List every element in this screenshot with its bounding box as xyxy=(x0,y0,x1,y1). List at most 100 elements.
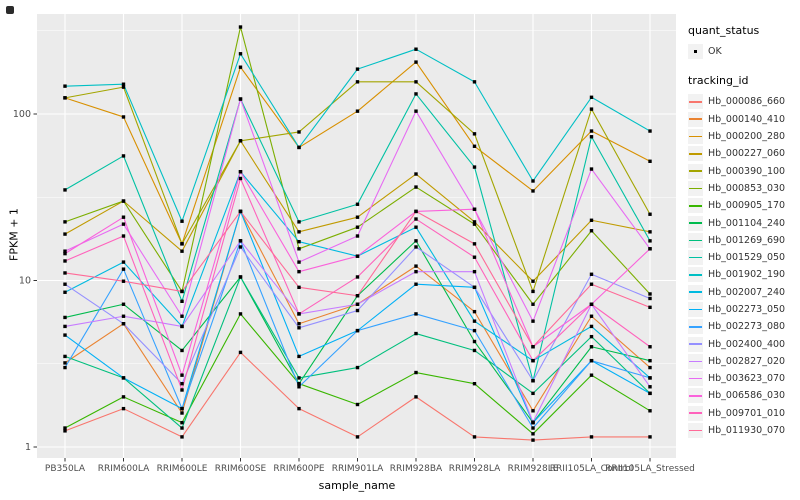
legend-entry-label: Hb_002400_400 xyxy=(708,338,786,350)
data-point xyxy=(180,289,184,294)
data-point xyxy=(589,435,594,439)
data-point xyxy=(180,299,184,304)
data-point xyxy=(297,381,301,386)
data-point xyxy=(238,97,243,101)
data-point xyxy=(297,354,301,359)
series-color-key-icon xyxy=(688,423,703,439)
legend-entry-Hb_001902_190: Hb_001902_190 xyxy=(688,266,798,283)
data-point xyxy=(180,242,184,246)
data-point xyxy=(297,385,301,389)
x-tick-label: RRIM928LA xyxy=(449,464,501,474)
data-point xyxy=(414,80,418,84)
data-point xyxy=(355,254,360,258)
data-point xyxy=(180,219,184,223)
legend-entry-Hb_000140_410: Hb_000140_410 xyxy=(688,111,798,128)
data-point xyxy=(472,165,477,169)
data-point xyxy=(414,370,418,375)
data-point xyxy=(414,245,418,249)
data-point xyxy=(648,305,652,310)
legend-entry-label: Hb_000227_060 xyxy=(708,148,786,160)
data-point xyxy=(297,376,301,380)
data-point xyxy=(589,107,594,111)
data-point xyxy=(472,328,477,333)
series-color-key-icon xyxy=(688,180,703,196)
data-point xyxy=(121,322,126,326)
data-point xyxy=(472,285,477,290)
data-point xyxy=(414,225,418,229)
legend-entry-Hb_002400_400: Hb_002400_400 xyxy=(688,335,798,352)
series-color-key-icon xyxy=(688,405,703,421)
data-point xyxy=(121,279,126,283)
data-point xyxy=(121,260,126,264)
series-color-key-icon xyxy=(688,215,703,231)
data-point xyxy=(648,159,652,163)
legend-entry-label: Hb_000200_280 xyxy=(708,131,786,143)
legend-entry-Hb_006586_030: Hb_006586_030 xyxy=(688,387,798,404)
data-point xyxy=(531,358,535,363)
data-point xyxy=(472,348,477,353)
legend-entry-label: Hb_001269_690 xyxy=(708,234,786,246)
x-tick-label: RRIM600LE xyxy=(157,464,208,474)
data-point xyxy=(648,212,652,216)
data-point xyxy=(648,129,652,133)
legend-entry-Hb_000086_660: Hb_000086_660 xyxy=(688,93,798,110)
legend-entry-label: Hb_003623_070 xyxy=(708,373,786,385)
data-point xyxy=(472,220,477,224)
legend-entry-Hb_002827_020: Hb_002827_020 xyxy=(688,353,798,370)
data-point xyxy=(121,115,126,119)
data-point xyxy=(180,381,184,386)
data-point xyxy=(238,245,243,249)
data-point xyxy=(414,172,418,176)
data-point xyxy=(531,432,535,436)
data-point xyxy=(355,109,360,113)
data-point xyxy=(63,429,67,433)
data-point xyxy=(63,249,67,253)
x-tick-label: RRII105LA_Control xyxy=(550,464,633,474)
series-color-key-icon xyxy=(688,232,703,248)
series-color-key-icon xyxy=(688,388,703,404)
data-point xyxy=(531,189,535,193)
data-point xyxy=(297,326,301,330)
data-point xyxy=(180,324,184,329)
series-color-key-icon xyxy=(688,163,703,179)
legend-entry-label: Hb_000086_660 xyxy=(708,96,786,108)
data-point xyxy=(297,312,301,316)
data-point xyxy=(63,315,67,320)
data-point xyxy=(63,84,67,88)
data-point xyxy=(414,109,418,113)
data-point xyxy=(180,373,184,377)
legend-entry-Hb_003623_070: Hb_003623_070 xyxy=(688,370,798,387)
data-point xyxy=(589,345,594,349)
data-point xyxy=(355,328,360,333)
data-point xyxy=(238,209,243,214)
data-point xyxy=(472,222,477,226)
series-color-key-icon xyxy=(688,284,703,300)
data-point xyxy=(180,435,184,439)
legend-entry-label: Hb_000390_100 xyxy=(708,165,786,177)
data-point xyxy=(121,302,126,306)
series-color-key-icon xyxy=(688,198,703,214)
legend-entry-Hb_000390_100: Hb_000390_100 xyxy=(688,162,798,179)
data-point xyxy=(63,96,67,100)
series-color-key-icon xyxy=(688,111,703,127)
data-point xyxy=(414,331,418,336)
data-point xyxy=(297,260,301,264)
legend-entry-Hb_000200_280: Hb_000200_280 xyxy=(688,128,798,145)
data-point xyxy=(414,395,418,399)
data-point xyxy=(472,339,477,344)
legend-entry-label: Hb_001104_240 xyxy=(708,217,786,229)
series-color-key-icon xyxy=(688,146,703,162)
data-point xyxy=(589,302,594,306)
legend-entry-label: Hb_009701_010 xyxy=(708,407,786,419)
data-point xyxy=(355,202,360,206)
data-point xyxy=(589,314,594,318)
data-point xyxy=(414,239,418,243)
data-point xyxy=(355,435,360,439)
data-point xyxy=(531,279,535,283)
data-point xyxy=(355,67,360,71)
data-point xyxy=(472,381,477,386)
x-tick-label: RRIM600PE xyxy=(273,464,325,474)
data-point xyxy=(121,85,126,89)
data-point xyxy=(531,179,535,183)
data-point xyxy=(238,170,243,174)
